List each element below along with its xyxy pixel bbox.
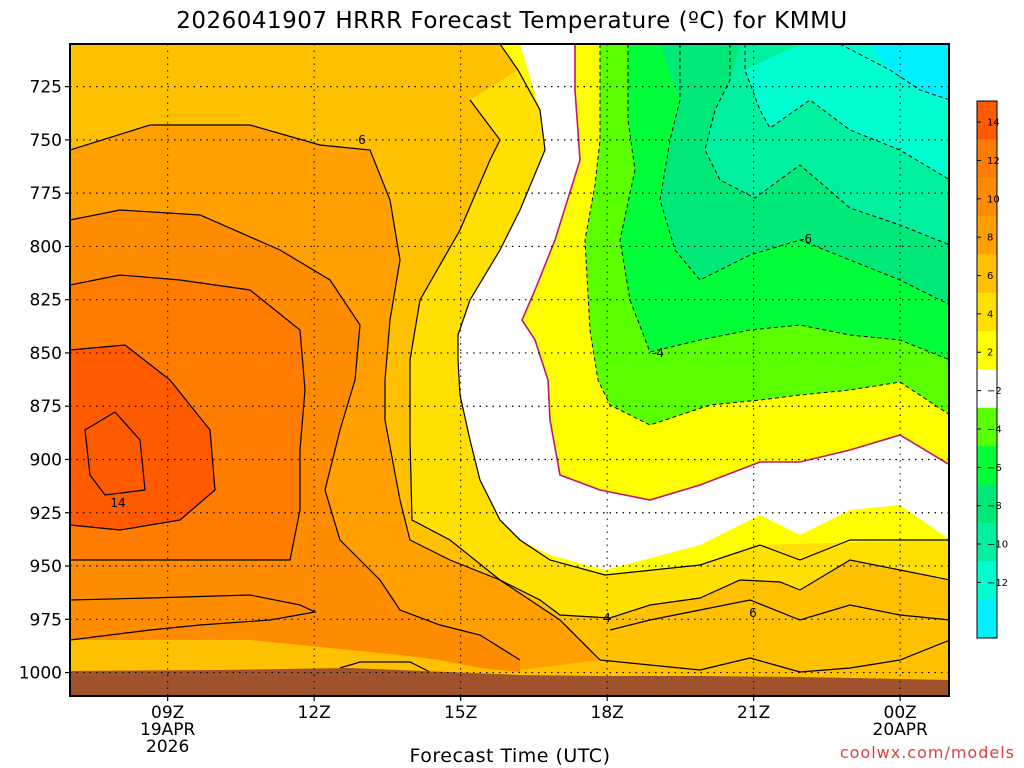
contour-label: 4: [603, 611, 611, 625]
colorbar-swatch: [977, 101, 997, 140]
colorbar-label: 8: [987, 233, 993, 244]
x-tick-label: 15Z: [444, 703, 477, 723]
plot-frame: [69, 43, 950, 697]
x-tick-date-label: 19APR: [140, 720, 196, 740]
y-tick-label: 725: [30, 78, 62, 98]
dashed-contour: [839, 44, 949, 101]
colorbar-label: 4: [987, 309, 993, 320]
contour-line: [457, 44, 949, 576]
colorbar-swatch: [977, 561, 997, 601]
colorbar: 14 12 10 8 6 4 2 −2 −4 −6 −8 −10 −12: [976, 100, 1008, 639]
contour-line: [84, 411, 146, 496]
contour-line: [70, 594, 317, 641]
y-tick-label: 975: [30, 610, 62, 630]
colorbar-swatch: [977, 407, 997, 447]
freezing-line: [521, 44, 949, 501]
dashed-contour: [659, 44, 949, 306]
colorbar-swatch: [977, 254, 997, 294]
chart-title: 2026041907 HRRR Forecast Temperature (ºC…: [176, 8, 848, 34]
contour-label: 6: [358, 133, 366, 147]
contour-label: -4: [652, 346, 664, 360]
contour-line: [70, 124, 601, 661]
x-tick-label: 12Z: [298, 703, 331, 723]
region-4-to-6: [410, 70, 949, 618]
y-tick-label: 750: [30, 131, 62, 151]
y-tick-label: 900: [30, 450, 62, 470]
contour-label: -6: [800, 232, 812, 246]
colorbar-label: −10: [987, 540, 1008, 551]
dashed-contour: [704, 44, 949, 246]
x-tick-label: 00Z: [884, 703, 917, 723]
colorbar-swatch: [977, 599, 997, 639]
plot-area: [70, 44, 949, 696]
colorbar-label: −6: [987, 463, 1002, 474]
x-tick-date-label: 2026: [146, 737, 189, 757]
contour-line: [70, 344, 216, 531]
y-axis: 725 750 775 800 825 850 875 900 925 950 975 1000: [19, 78, 70, 684]
colorbar-frame: [976, 100, 998, 639]
colorbar-label: 10: [987, 194, 1000, 205]
contour-line: [70, 209, 521, 661]
colorbar-label: −8: [987, 501, 1002, 512]
region-minus10-to-minus8: [745, 44, 949, 180]
dashed-contour: [744, 44, 949, 180]
colorbar-swatch: [977, 216, 997, 255]
colorbar-label: 14: [987, 118, 1000, 129]
colorbar-label: 12: [987, 156, 1000, 167]
x-axis-label: Forecast Time (UTC): [410, 745, 611, 767]
x-tick-label: 21Z: [737, 703, 770, 723]
x-tick-label: 09Z: [151, 703, 184, 723]
colorbar-swatch: [977, 369, 997, 409]
colorbar-swatch: [977, 446, 997, 486]
y-tick-label: 850: [30, 344, 62, 364]
colorbar-swatch: [977, 522, 997, 562]
x-tick-label: 18Z: [591, 703, 624, 723]
colorbar-label: −4: [987, 424, 1002, 435]
colorbar-label: −2: [987, 386, 1002, 397]
contour-label: 14: [110, 496, 125, 510]
region-max-core: [85, 412, 145, 495]
grid: [70, 44, 949, 696]
colorbar-swatch: [977, 139, 997, 179]
dashed-contour: [584, 44, 949, 426]
contour-line: [409, 99, 949, 619]
x-tick-date-label: 20APR: [873, 720, 929, 740]
y-tick-label: 825: [30, 291, 62, 311]
credit-text: coolwx.com/models: [840, 743, 1015, 762]
colorbar-swatch: [977, 292, 997, 332]
y-tick-label: 950: [30, 557, 62, 577]
colorbar-label: −12: [987, 578, 1008, 589]
colorbar-label: 2: [987, 348, 993, 359]
contour-line: [599, 639, 949, 673]
contour-labels: 6 -6 -4 14 4 6: [110, 133, 812, 625]
ground-layer: [70, 668, 949, 696]
dashed-contour: [619, 44, 949, 361]
contour-line: [609, 599, 949, 631]
contour-line: [339, 661, 431, 673]
colorbar-swatch: [977, 484, 997, 524]
colorbar-swatch: [977, 177, 997, 217]
region-minus12-to-minus10: [870, 44, 949, 100]
y-tick-label: 1000: [19, 664, 62, 684]
contour-line: [70, 274, 306, 561]
y-tick-label: 875: [30, 397, 62, 417]
y-tick-label: 800: [30, 237, 62, 257]
colorbar-swatch: [977, 331, 997, 370]
y-tick-label: 925: [30, 504, 62, 524]
y-tick-label: 775: [30, 184, 62, 204]
contour-label: 6: [749, 606, 757, 620]
colorbar-label: 6: [987, 271, 993, 282]
region-0-to-2: [458, 44, 949, 570]
